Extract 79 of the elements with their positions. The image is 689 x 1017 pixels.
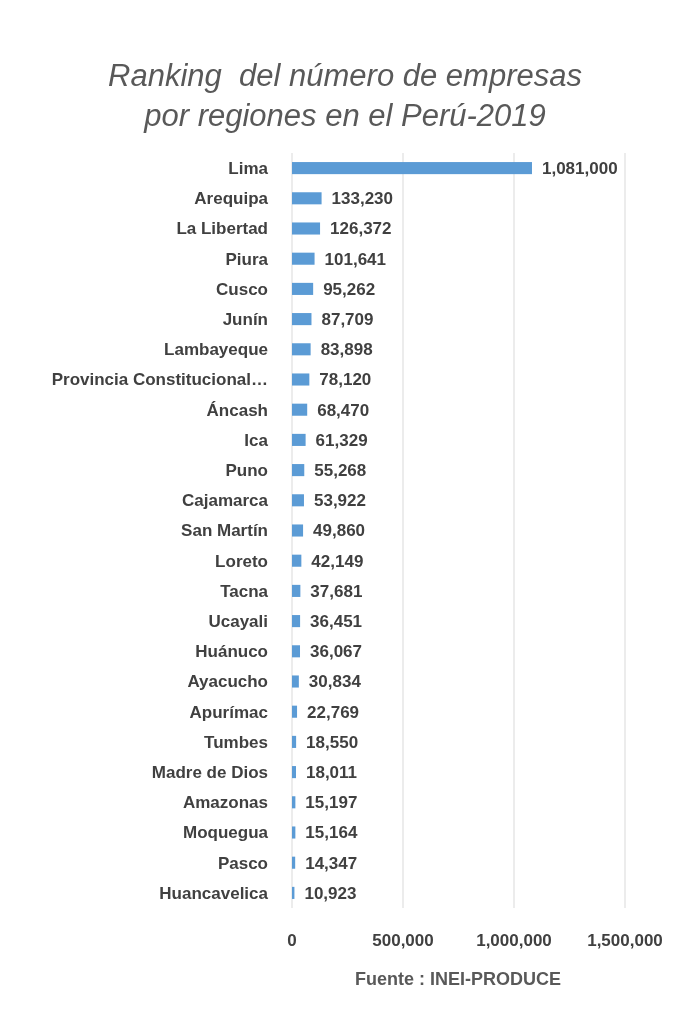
bar <box>292 766 296 779</box>
y-tick-label: Loreto <box>215 551 268 571</box>
data-label: 14,347 <box>305 853 358 873</box>
data-label: 1,081,000 <box>541 159 618 179</box>
y-tick-label: La Libertad <box>176 219 268 239</box>
data-label: 36,067 <box>310 642 363 662</box>
y-tick-label: Cajamarca <box>181 491 269 511</box>
x-tick-label: 1,000,000 <box>476 931 552 950</box>
data-label: 83,898 <box>320 340 373 360</box>
y-tick-label: Piura <box>225 249 269 269</box>
bar <box>292 252 315 265</box>
y-tick-label: Madre de Dios <box>151 763 268 783</box>
y-tick-label: Ucayali <box>208 612 268 632</box>
data-label: 42,149 <box>311 551 364 571</box>
y-tick-label: Amazonas <box>182 793 268 813</box>
data-label: 53,922 <box>313 491 366 511</box>
bar <box>292 222 321 235</box>
y-tick-label: Ica <box>244 430 269 450</box>
bar <box>292 464 305 477</box>
bar <box>292 282 314 295</box>
bar <box>292 675 299 688</box>
y-tick-label: San Martín <box>181 521 268 541</box>
data-label: 133,230 <box>331 189 394 209</box>
y-tick-label: Puno <box>225 461 268 481</box>
bar <box>292 705 298 718</box>
bar <box>292 192 322 205</box>
y-tick-label: Arequipa <box>194 189 269 209</box>
y-tick-label: Lambayeque <box>164 340 268 360</box>
y-tick-label: Provincia Constitucional… <box>51 370 268 390</box>
data-label: 87,709 <box>321 310 374 330</box>
data-label: 101,641 <box>324 249 387 269</box>
y-tick-label: Huancavelica <box>159 883 269 903</box>
y-tick-label: Cusco <box>216 279 268 299</box>
y-tick-label: Pasco <box>217 853 268 873</box>
bar <box>292 645 301 658</box>
data-label: 78,120 <box>319 370 372 390</box>
x-tick-label: 500,000 <box>372 931 434 950</box>
x-tick-label: 0 <box>287 931 297 950</box>
data-label: 68,470 <box>317 400 370 420</box>
data-label: 30,834 <box>308 672 362 692</box>
bar <box>292 313 312 326</box>
chart-title: Ranking del número de empresas por regiones en el Perú-2019 <box>108 58 582 133</box>
y-tick-label: Apurímac <box>189 702 268 722</box>
bar <box>292 735 297 748</box>
bar <box>292 584 301 597</box>
data-label: 18,011 <box>306 763 358 783</box>
data-label: 37,681 <box>310 581 363 601</box>
data-label: 126,372 <box>330 219 392 239</box>
data-label: 49,860 <box>313 521 366 541</box>
y-tick-label: Ayacucho <box>187 672 268 692</box>
bar <box>292 162 532 175</box>
y-tick-label: Junín <box>222 310 268 330</box>
data-label: 95,262 <box>323 279 376 299</box>
data-label: 15,164 <box>305 823 358 843</box>
y-tick-label: Tacna <box>220 581 269 601</box>
bar <box>292 403 308 416</box>
data-label: 18,550 <box>306 732 359 752</box>
y-tick-label: Moquegua <box>183 823 269 843</box>
source-note: Fuente : INEI-PRODUCE <box>354 969 562 989</box>
data-label: 61,329 <box>315 430 368 450</box>
bar <box>292 373 310 386</box>
bar <box>292 494 304 507</box>
data-label: 10,923 <box>304 883 357 903</box>
y-tick-label: Huánuco <box>195 642 268 662</box>
data-label: 55,268 <box>314 461 367 481</box>
data-label: 36,451 <box>310 612 363 632</box>
data-label: 22,769 <box>307 702 360 722</box>
bar <box>292 615 301 628</box>
x-tick-label: 1,500,000 <box>587 931 663 950</box>
bar <box>292 524 304 537</box>
bar <box>292 343 311 356</box>
bar <box>292 554 302 567</box>
y-tick-label: Áncash <box>206 400 268 420</box>
y-tick-label: Tumbes <box>204 732 268 752</box>
bar <box>292 433 306 446</box>
y-tick-label: Lima <box>228 159 269 179</box>
data-label: 15,197 <box>305 793 358 813</box>
bar <box>292 826 296 839</box>
bar <box>292 856 296 869</box>
